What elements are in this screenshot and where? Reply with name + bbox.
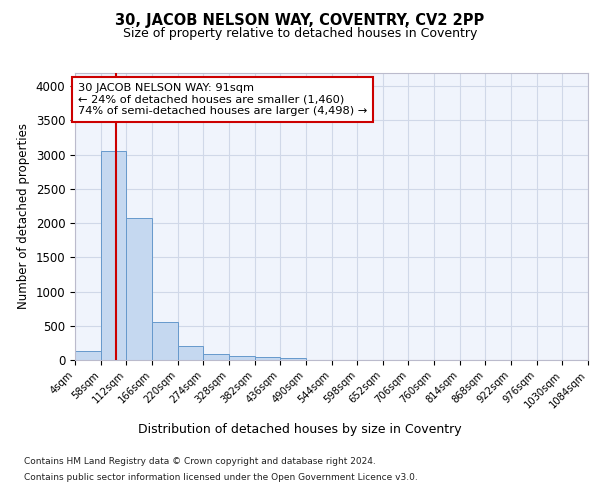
Text: Contains HM Land Registry data © Crown copyright and database right 2024.: Contains HM Land Registry data © Crown c… [24, 458, 376, 466]
Bar [178, 346, 203, 360]
Bar [152, 322, 178, 360]
Bar [127, 218, 152, 360]
Bar [280, 358, 306, 360]
Bar [203, 354, 229, 360]
Bar [75, 351, 101, 360]
Text: Contains public sector information licensed under the Open Government Licence v3: Contains public sector information licen… [24, 472, 418, 482]
Bar [229, 356, 254, 360]
Bar [101, 150, 127, 360]
Text: 30 JACOB NELSON WAY: 91sqm
← 24% of detached houses are smaller (1,460)
74% of s: 30 JACOB NELSON WAY: 91sqm ← 24% of deta… [78, 83, 367, 116]
Y-axis label: Number of detached properties: Number of detached properties [17, 123, 30, 309]
Bar [254, 358, 280, 360]
Text: Distribution of detached houses by size in Coventry: Distribution of detached houses by size … [138, 422, 462, 436]
Text: Size of property relative to detached houses in Coventry: Size of property relative to detached ho… [123, 28, 477, 40]
Text: 30, JACOB NELSON WAY, COVENTRY, CV2 2PP: 30, JACOB NELSON WAY, COVENTRY, CV2 2PP [115, 12, 485, 28]
